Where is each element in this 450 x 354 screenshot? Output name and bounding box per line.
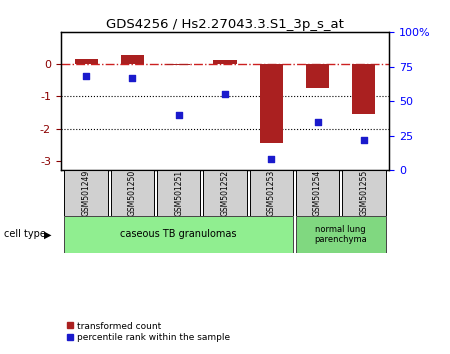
Bar [296, 171, 339, 216]
Point [360, 137, 367, 143]
Bar [121, 55, 144, 64]
Bar [352, 64, 375, 114]
Text: GSM501254: GSM501254 [313, 170, 322, 216]
Text: GSM501253: GSM501253 [267, 170, 276, 216]
Text: cell type: cell type [4, 229, 46, 239]
Bar [111, 171, 154, 216]
Point [268, 156, 275, 162]
Bar [213, 60, 237, 64]
Text: GSM501251: GSM501251 [174, 170, 183, 216]
Point [83, 73, 90, 79]
Bar [249, 171, 293, 216]
Point [221, 91, 229, 97]
Bar [64, 171, 108, 216]
Text: caseous TB granulomas: caseous TB granulomas [121, 229, 237, 239]
Title: GDS4256 / Hs2.27043.3.S1_3p_s_at: GDS4256 / Hs2.27043.3.S1_3p_s_at [106, 18, 344, 31]
Bar [75, 59, 98, 64]
Text: ▶: ▶ [44, 229, 51, 239]
Point [175, 112, 182, 118]
Bar [64, 216, 293, 253]
Bar [306, 64, 329, 88]
Text: GSM501250: GSM501250 [128, 170, 137, 216]
Point [129, 75, 136, 80]
Bar [296, 216, 386, 253]
Text: GSM501249: GSM501249 [82, 170, 91, 216]
Bar [203, 171, 247, 216]
Legend: transformed count, percentile rank within the sample: transformed count, percentile rank withi… [63, 318, 234, 346]
Text: GSM501255: GSM501255 [359, 170, 368, 216]
Bar [157, 171, 201, 216]
Text: normal lung
parenchyma: normal lung parenchyma [314, 225, 367, 244]
Bar [167, 64, 190, 65]
Bar [342, 171, 386, 216]
Text: GSM501252: GSM501252 [220, 170, 230, 216]
Point [314, 119, 321, 125]
Bar [260, 64, 283, 143]
